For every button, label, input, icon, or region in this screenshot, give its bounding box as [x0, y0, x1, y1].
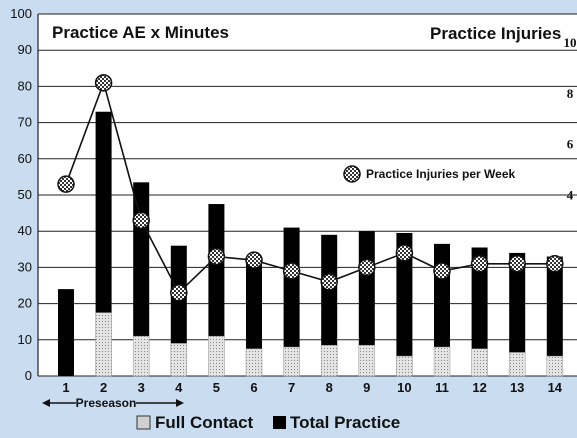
- preseason-annotation: Preseason: [42, 396, 184, 410]
- full-contact-bar: [132, 335, 150, 377]
- full-contact-bar: [95, 312, 112, 377]
- injury-marker: [470, 255, 489, 273]
- total-practice-bar: [58, 289, 74, 376]
- right-axis-title: Practice Injuries: [430, 24, 561, 43]
- total-practice-bar: [321, 234, 338, 376]
- y-tick-label: 20: [18, 296, 32, 311]
- x-tick-label: 2: [100, 380, 107, 395]
- legend-total-practice-swatch: [273, 416, 286, 429]
- injury-marker: [433, 262, 451, 280]
- full-contact-bar: [283, 346, 300, 377]
- x-tick-label: 3: [138, 380, 145, 395]
- arrow-left-icon: [42, 399, 50, 407]
- full-contact-bar: [320, 344, 338, 377]
- chart-title: Practice AE x Minutes: [52, 23, 229, 42]
- injury-marker: [170, 283, 188, 302]
- full-contact-bar: [208, 335, 225, 377]
- injury-marker: [358, 258, 376, 277]
- full-contact-bar: [358, 344, 376, 377]
- x-axis-ticks: 1 2 3 4 5 6 7 8 9 10 11 12 13 14: [62, 380, 562, 395]
- x-tick-label: 1: [62, 380, 69, 395]
- injury-marker: [207, 247, 226, 266]
- y2-axis-ticks: 4 6 8 10: [564, 35, 577, 202]
- full-contact-bar: [245, 348, 263, 377]
- full-contact-bar: [546, 355, 564, 377]
- x-tick-label: 5: [213, 380, 220, 395]
- injury-marker: [508, 255, 526, 273]
- full-contact-bar: [433, 346, 451, 377]
- total-practice-bar: [509, 252, 526, 376]
- y-tick-label: 80: [18, 78, 32, 93]
- injury-marker: [320, 273, 338, 291]
- injury-line-group: [57, 74, 564, 302]
- injury-marker: [282, 262, 301, 280]
- injury-marker: [57, 175, 75, 193]
- legend-line-label: Practice Injuries per Week: [366, 167, 516, 181]
- y-tick-label: 0: [25, 368, 32, 383]
- injury-marker: [132, 211, 150, 230]
- bars-group: [58, 111, 564, 377]
- full-contact-bar: [471, 348, 488, 377]
- y-tick-label: 70: [18, 115, 32, 130]
- y-tick-label: 60: [18, 151, 32, 166]
- x-tick-label: 14: [548, 380, 563, 395]
- x-tick-label: 12: [472, 380, 486, 395]
- legend-marker: [343, 165, 361, 183]
- arrow-right-icon: [176, 399, 184, 407]
- x-tick-label: 6: [250, 380, 257, 395]
- x-tick-label: 9: [363, 380, 370, 395]
- x-tick-label: 8: [326, 380, 333, 395]
- y-tick-label: 40: [18, 223, 32, 238]
- x-tick-label: 4: [175, 380, 183, 395]
- x-tick-label: 7: [288, 380, 295, 395]
- legend-total-practice-label: Total Practice: [290, 413, 400, 432]
- y2-tick-label: 8: [567, 86, 574, 101]
- y2-tick-label: 10: [564, 35, 577, 50]
- y-tick-label: 50: [18, 187, 32, 202]
- y-tick-label: 10: [18, 332, 32, 347]
- total-practice-bar: [208, 204, 225, 376]
- legend-full-contact-swatch: [136, 415, 151, 430]
- y-tick-label: 30: [18, 259, 32, 274]
- y2-tick-label: 4: [567, 187, 574, 202]
- injury-marker: [94, 74, 113, 92]
- full-contact-bar: [508, 352, 526, 377]
- full-contact-bar: [170, 343, 188, 377]
- preseason-label: Preseason: [76, 396, 137, 410]
- bottom-legend: Full Contact Total Practice: [136, 413, 400, 432]
- x-tick-label: 13: [510, 380, 524, 395]
- total-practice-bar: [246, 256, 262, 376]
- y2-tick-label: 6: [567, 137, 574, 152]
- total-practice-bar: [471, 247, 488, 376]
- legend-marker-icon: [343, 165, 361, 183]
- y-tick-label: 90: [18, 42, 32, 57]
- x-tick-label: 10: [397, 380, 411, 395]
- full-contact-bar: [396, 355, 413, 377]
- total-practice-bar: [95, 111, 112, 377]
- y-tick-label: 100: [10, 6, 32, 21]
- x-tick-label: 11: [435, 380, 449, 395]
- y-axis-ticks: 0 10 20 30 40 50 60 70 80 90 100: [10, 6, 32, 383]
- inline-legend: Practice Injuries per Week: [343, 165, 516, 183]
- gridlines: [37, 13, 577, 377]
- injury-marker: [395, 244, 414, 262]
- legend-full-contact-label: Full Contact: [155, 413, 254, 432]
- injury-marker: [546, 255, 564, 273]
- injury-marker: [245, 251, 263, 269]
- total-practice-bar: [133, 182, 150, 376]
- total-practice-bar: [546, 256, 563, 376]
- total-practice-bar: [396, 233, 413, 376]
